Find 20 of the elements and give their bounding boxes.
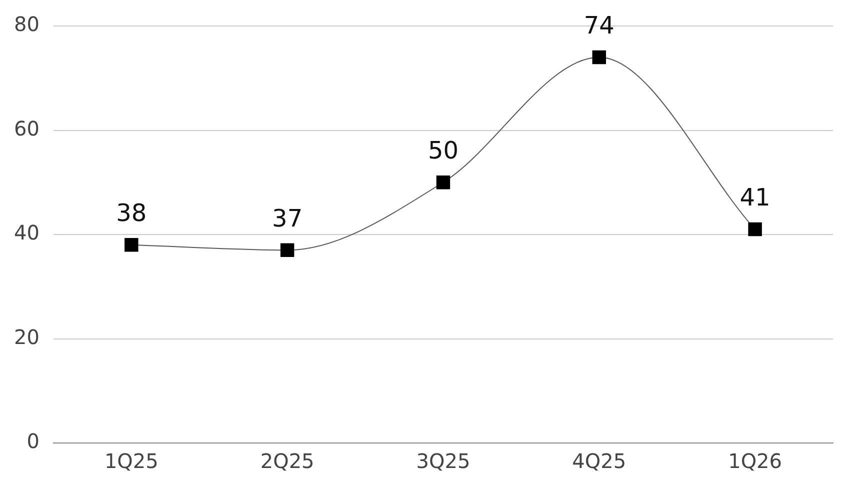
data-label: 74	[584, 12, 614, 40]
y-tick-label: 80	[14, 12, 40, 36]
y-tick-label: 40	[14, 220, 40, 245]
data-label: 50	[428, 136, 458, 165]
data-label: 41	[740, 184, 770, 212]
point	[124, 238, 138, 252]
y-tick-label: 20	[14, 324, 40, 349]
x-tick-label: 1Q26	[728, 449, 782, 474]
y-tick-label: 60	[14, 116, 40, 140]
point	[748, 222, 762, 236]
x-tick-label: 4Q25	[572, 449, 626, 474]
data-label: 37	[272, 204, 303, 232]
y-tick-label: 0	[26, 429, 40, 454]
x-tick-label: 3Q25	[416, 449, 470, 474]
data-label: 38	[116, 199, 147, 228]
point	[280, 243, 294, 257]
point	[592, 50, 606, 64]
point	[436, 176, 450, 190]
x-tick-label: 2Q25	[260, 449, 314, 474]
x-tick-label: 1Q25	[104, 449, 158, 474]
